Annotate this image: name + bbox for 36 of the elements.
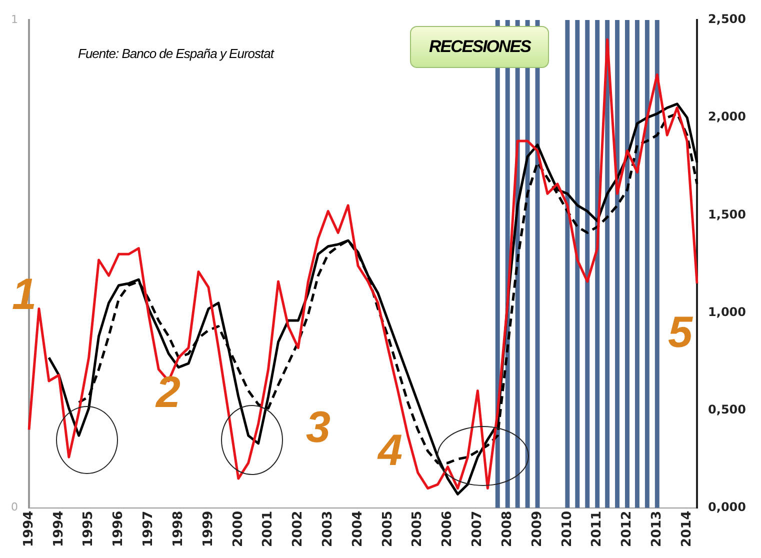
x-tick-label: 1994 [51, 510, 66, 548]
annotation: 3 [306, 403, 330, 453]
y2-tick-label: 2,000 [708, 110, 746, 124]
y2-tick-label: 0,500 [708, 402, 746, 416]
x-tick-label: 2004 [350, 510, 366, 548]
y2-tick-label: 1,500 [708, 207, 746, 222]
x-tick-label: 1994 [21, 510, 36, 548]
x-tick-label: 2002 [290, 510, 306, 548]
x-tick-label: 2007 [470, 510, 486, 548]
x-tick-label: 1998 [170, 510, 186, 548]
x-tick-label: 2005 [380, 510, 396, 548]
annotation: 5 [668, 308, 692, 358]
x-tick-label: 2011 [590, 510, 605, 548]
x-tick-label: 1995 [81, 510, 96, 548]
annotation: 4 [378, 426, 402, 476]
y2-tick-label: 1,000 [708, 304, 746, 319]
y-tick-label: 0 [11, 500, 18, 514]
x-tick-label: 1997 [141, 510, 156, 548]
x-tick-label: 2013 [650, 510, 665, 548]
annotation: RECESIONES [410, 26, 550, 68]
x-tick-label: 2005 [410, 510, 426, 548]
x-tick-label: 2003 [320, 510, 336, 548]
x-tick-label: 1999 [200, 510, 216, 548]
x-tick-label: 2008 [500, 510, 515, 548]
x-tick-label: 2009 [530, 510, 545, 548]
x-tick-label: 2012 [620, 510, 635, 548]
x-tick-label: 2000 [230, 510, 246, 548]
annotation: Fuente: Banco de España y Eurostat [78, 46, 274, 61]
x-tick-label: 2001 [260, 510, 276, 548]
x-tick-label: 2014 [679, 510, 694, 548]
y2-tick-label: 2,500 [708, 12, 746, 26]
y2-tick-label: 0,000 [708, 500, 746, 514]
x-tick-label: 2010 [560, 510, 575, 548]
x-tick-label: 1996 [111, 510, 126, 548]
annotation: 2 [156, 368, 180, 418]
x-tick-label: 2006 [440, 510, 456, 548]
